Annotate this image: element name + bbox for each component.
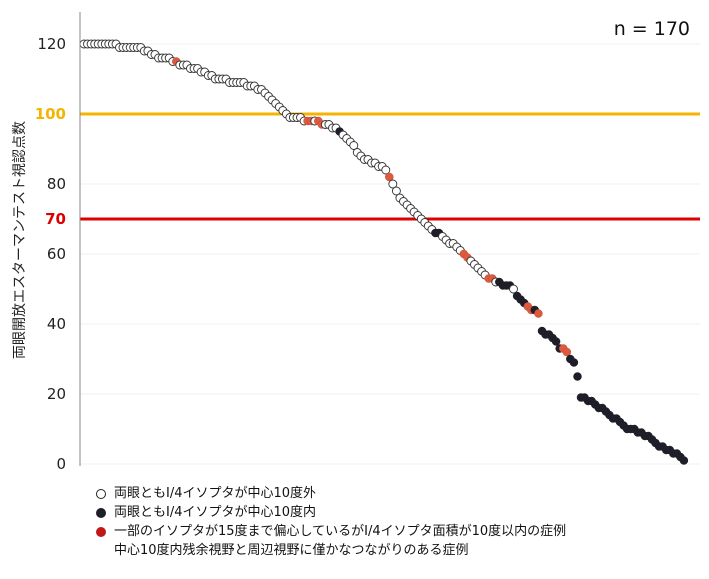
y-tick-labels: 0 20 40 60 80 120 (37, 35, 66, 473)
legend-label: 一部のイソプタが15度まで偏心しているがI/4イソプタ面積が10度以内の症例 (114, 524, 567, 539)
legend-item-eccentric: 一部のイソプタが15度まで偏心しているがI/4イソプタ面積が10度以内の症例 (96, 522, 566, 541)
y-axis-label: 両眼開放エスターマンテスト視認点数 (12, 121, 28, 359)
reference-line-label: 70 (45, 210, 66, 228)
y-tick-label: 20 (47, 385, 66, 403)
data-point (562, 347, 572, 357)
y-tick-label: 80 (47, 175, 66, 193)
y-tick-label: 0 (56, 455, 66, 473)
chart: 0 20 40 60 80 120 100 70 両眼開放エスターマンテスト視認点数 n =… (12, 12, 700, 473)
data-point (385, 172, 394, 182)
filled-circle-icon (96, 507, 106, 518)
legend-sublabel: 中心10度内残余視野と周辺視野に僅かなつながりのある症例 (114, 543, 469, 558)
open-circle-icon (96, 488, 106, 499)
legend-item-outside-10deg: 両眼ともI/4イソプタが中心10度外 (96, 484, 566, 503)
y-tick-label: 120 (37, 35, 66, 53)
data-point (573, 372, 582, 381)
data-point (551, 337, 561, 346)
data-points (79, 39, 689, 465)
gridlines (80, 43, 700, 465)
data-point (391, 186, 401, 196)
sample-size-annotation: n = 170 (614, 18, 690, 40)
reference-line-label: 100 (35, 105, 66, 123)
data-point (388, 179, 398, 189)
legend-item-inside-10deg: 両眼ともI/4イソプタが中心10度内 (96, 503, 566, 522)
legend-label: 両眼ともI/4イソプタが中心10度外 (114, 486, 317, 501)
y-tick-label: 40 (47, 315, 66, 333)
legend-label: 両眼ともI/4イソプタが中心10度内 (114, 505, 317, 520)
data-point (349, 141, 359, 150)
data-point (534, 309, 543, 318)
reference-lines (80, 112, 700, 221)
data-point (569, 358, 579, 367)
data-point (679, 456, 689, 465)
red-circle-icon (96, 526, 106, 537)
data-point (509, 284, 518, 294)
data-point (381, 165, 391, 175)
y-tick-label: 60 (47, 245, 66, 263)
reference-line-labels: 100 70 (35, 105, 66, 228)
legend: 両眼ともI/4イソプタが中心10度外 両眼ともI/4イソプタが中心10度内 一部… (96, 484, 566, 560)
